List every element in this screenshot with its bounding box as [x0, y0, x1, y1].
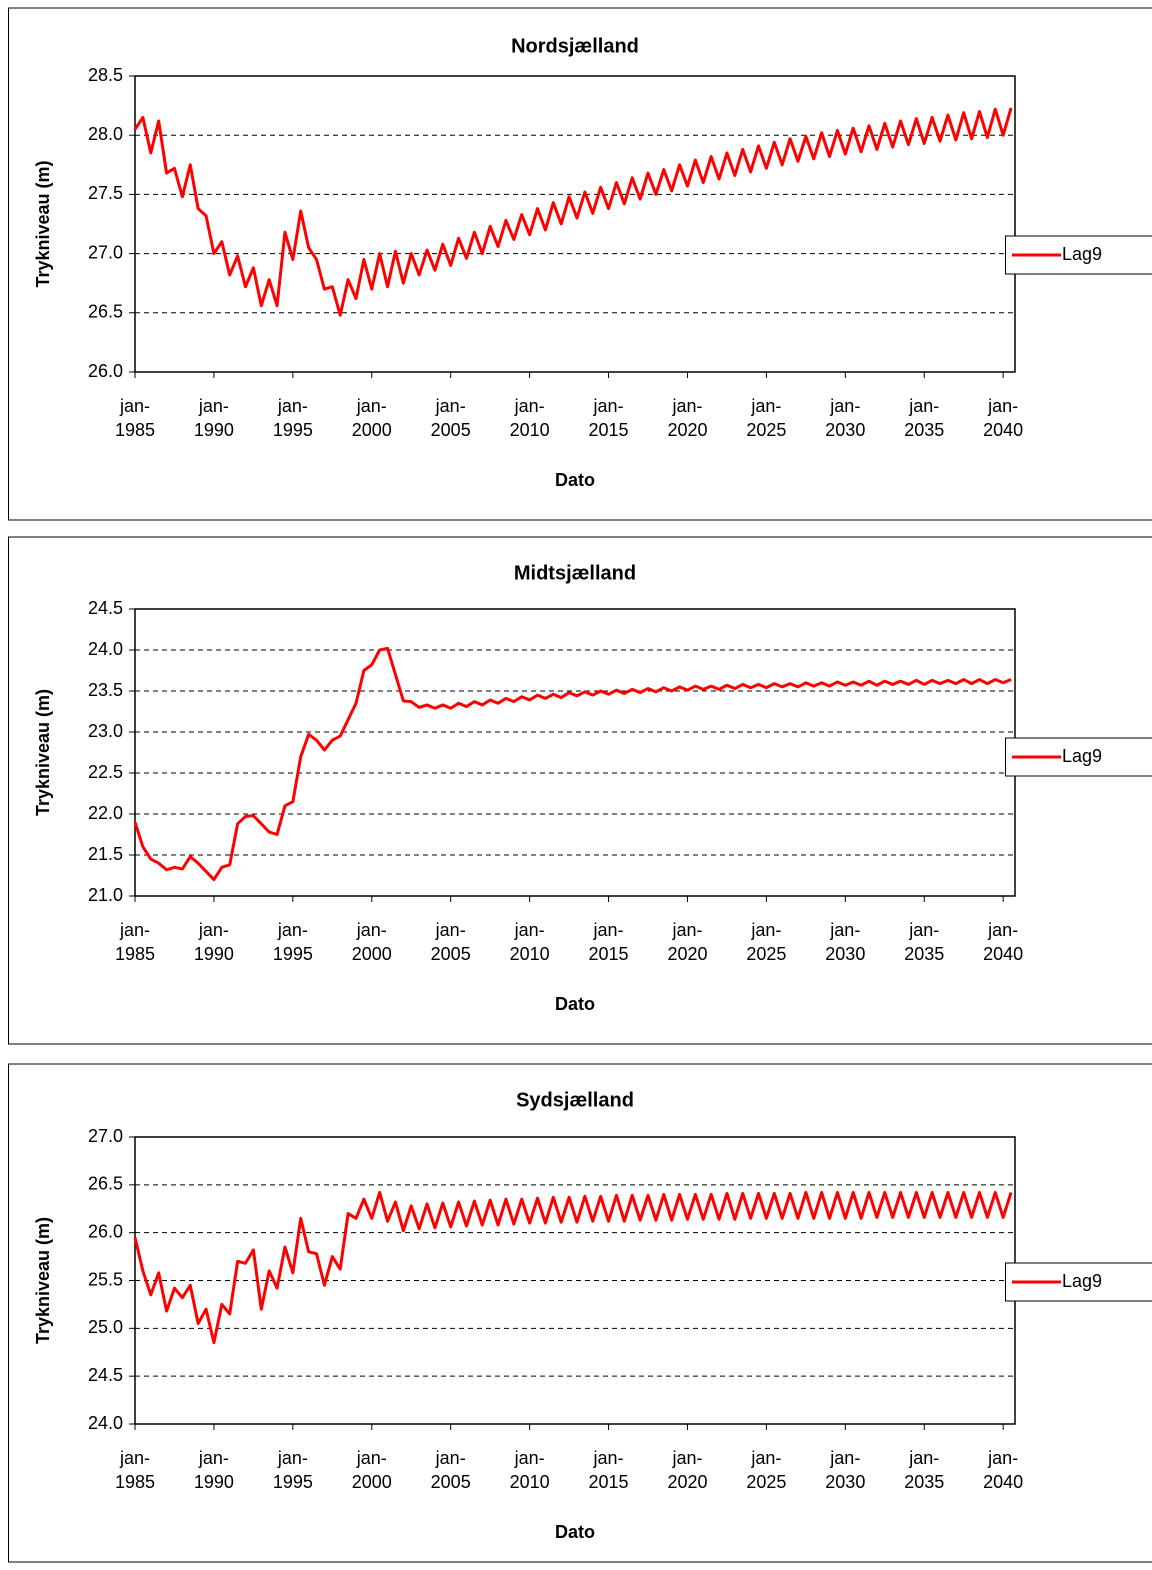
y-tick-label: 23.5	[88, 680, 123, 700]
y-tick-label: 27.0	[88, 242, 123, 262]
y-tick-label: 26.5	[88, 302, 123, 322]
x-tick-label: jan-2000	[352, 396, 392, 440]
x-tick-label: jan-2030	[825, 1448, 865, 1492]
y-tick-label: 24.0	[88, 639, 123, 659]
y-tick-label: 24.5	[88, 1365, 123, 1385]
legend: Lag9	[1005, 737, 1152, 777]
x-tick-label: jan-1995	[273, 396, 313, 440]
x-tick-label: jan-2015	[589, 920, 629, 964]
y-tick-label: 25.0	[88, 1317, 123, 1337]
chart-panel: Nordsjælland 26.0 26.5 27.0 27.5 28.0 28.5 jan-…	[8, 7, 1152, 521]
x-tick-label: jan-2015	[589, 396, 629, 440]
y-tick-label: 22.0	[88, 803, 123, 823]
x-tick-label: jan-1985	[115, 920, 155, 964]
y-tick-label: 23.0	[88, 721, 123, 741]
x-tick-label: jan-2015	[589, 1448, 629, 1492]
y-tick-label: 27.0	[88, 1126, 123, 1146]
x-tick-label: jan-2025	[746, 1448, 786, 1492]
chart-title: Nordsjælland	[511, 35, 639, 57]
legend-frame	[1005, 1262, 1152, 1302]
x-tick-label: jan-2005	[431, 920, 471, 964]
x-tick-label: jan-2040	[983, 396, 1023, 440]
x-axis-label: Dato	[555, 1522, 595, 1542]
x-tick-label: jan-2010	[510, 1448, 550, 1492]
y-tick-label: 22.5	[88, 762, 123, 782]
y-tick-label: 26.0	[88, 1221, 123, 1241]
chart-panel: Sydsjælland 24.0 24.5 25.0 25.5 26.0 26.5 27.0 j…	[8, 1063, 1152, 1563]
x-tick-label: jan-2035	[904, 1448, 944, 1492]
x-tick-label: jan-1985	[115, 1448, 155, 1492]
y-tick-label: 28.5	[88, 65, 123, 85]
plot-area	[135, 76, 1015, 372]
y-tick-label: 26.5	[88, 1174, 123, 1194]
chart-title: Sydsjælland	[516, 1089, 634, 1111]
x-tick-label: jan-1995	[273, 920, 313, 964]
x-tick-label: jan-2020	[667, 1448, 707, 1492]
x-tick-label: jan-2020	[667, 396, 707, 440]
y-tick-label: 21.0	[88, 885, 123, 905]
x-tick-label: jan-2040	[983, 1448, 1023, 1492]
y-tick-label: 28.0	[88, 124, 123, 144]
y-tick-label: 25.5	[88, 1269, 123, 1289]
y-tick-label: 24.0	[88, 1413, 123, 1433]
y-axis-label: Trykniveau (m)	[33, 689, 53, 816]
x-tick-label: jan-2030	[825, 396, 865, 440]
x-tick-label: jan-2035	[904, 920, 944, 964]
legend-frame	[1005, 235, 1152, 275]
y-tick-label: 21.5	[88, 844, 123, 864]
x-tick-label: jan-1990	[194, 396, 234, 440]
y-tick-label: 26.0	[88, 361, 123, 381]
chart-title: Midtsjælland	[514, 562, 636, 584]
legend: Lag9	[1005, 1262, 1152, 1302]
data-line	[133, 646, 1012, 882]
y-axis-label: Trykniveau (m)	[33, 1217, 53, 1344]
legend-label: Lag9	[1062, 244, 1102, 264]
data-line	[133, 107, 1013, 317]
y-tick-label: 24.5	[88, 598, 123, 618]
x-tick-label: jan-2005	[431, 396, 471, 440]
plot-border	[134, 75, 1016, 373]
x-tick-label: jan-2010	[510, 920, 550, 964]
y-axis-label: Trykniveau (m)	[33, 160, 53, 287]
x-tick-label: jan-2040	[983, 920, 1023, 964]
x-tick-label: jan-1995	[273, 1448, 313, 1492]
plot-area	[135, 609, 1015, 896]
x-tick-label: jan-2020	[667, 920, 707, 964]
legend-frame	[1005, 737, 1152, 777]
chart-panel: Midtsjælland 21.0 21.5 22.0 22.5 23.0 23.5 24.0…	[8, 536, 1152, 1045]
legend-label: Lag9	[1062, 746, 1102, 766]
x-tick-label: jan-2030	[825, 920, 865, 964]
x-tick-label: jan-2005	[431, 1448, 471, 1492]
x-tick-label: jan-2035	[904, 396, 944, 440]
x-axis-label: Dato	[555, 470, 595, 490]
x-tick-label: jan-2025	[746, 920, 786, 964]
legend-label: Lag9	[1062, 1271, 1102, 1291]
x-tick-label: jan-1990	[194, 920, 234, 964]
x-tick-label: jan-2000	[352, 1448, 392, 1492]
y-tick-label: 27.5	[88, 183, 123, 203]
x-tick-label: jan-2025	[746, 396, 786, 440]
legend: Lag9	[1005, 235, 1152, 275]
x-axis-label: Dato	[555, 994, 595, 1014]
x-tick-label: jan-1990	[194, 1448, 234, 1492]
data-line	[133, 1190, 1013, 1345]
x-tick-label: jan-2010	[510, 396, 550, 440]
x-tick-label: jan-1985	[115, 396, 155, 440]
x-tick-label: jan-2000	[352, 920, 392, 964]
